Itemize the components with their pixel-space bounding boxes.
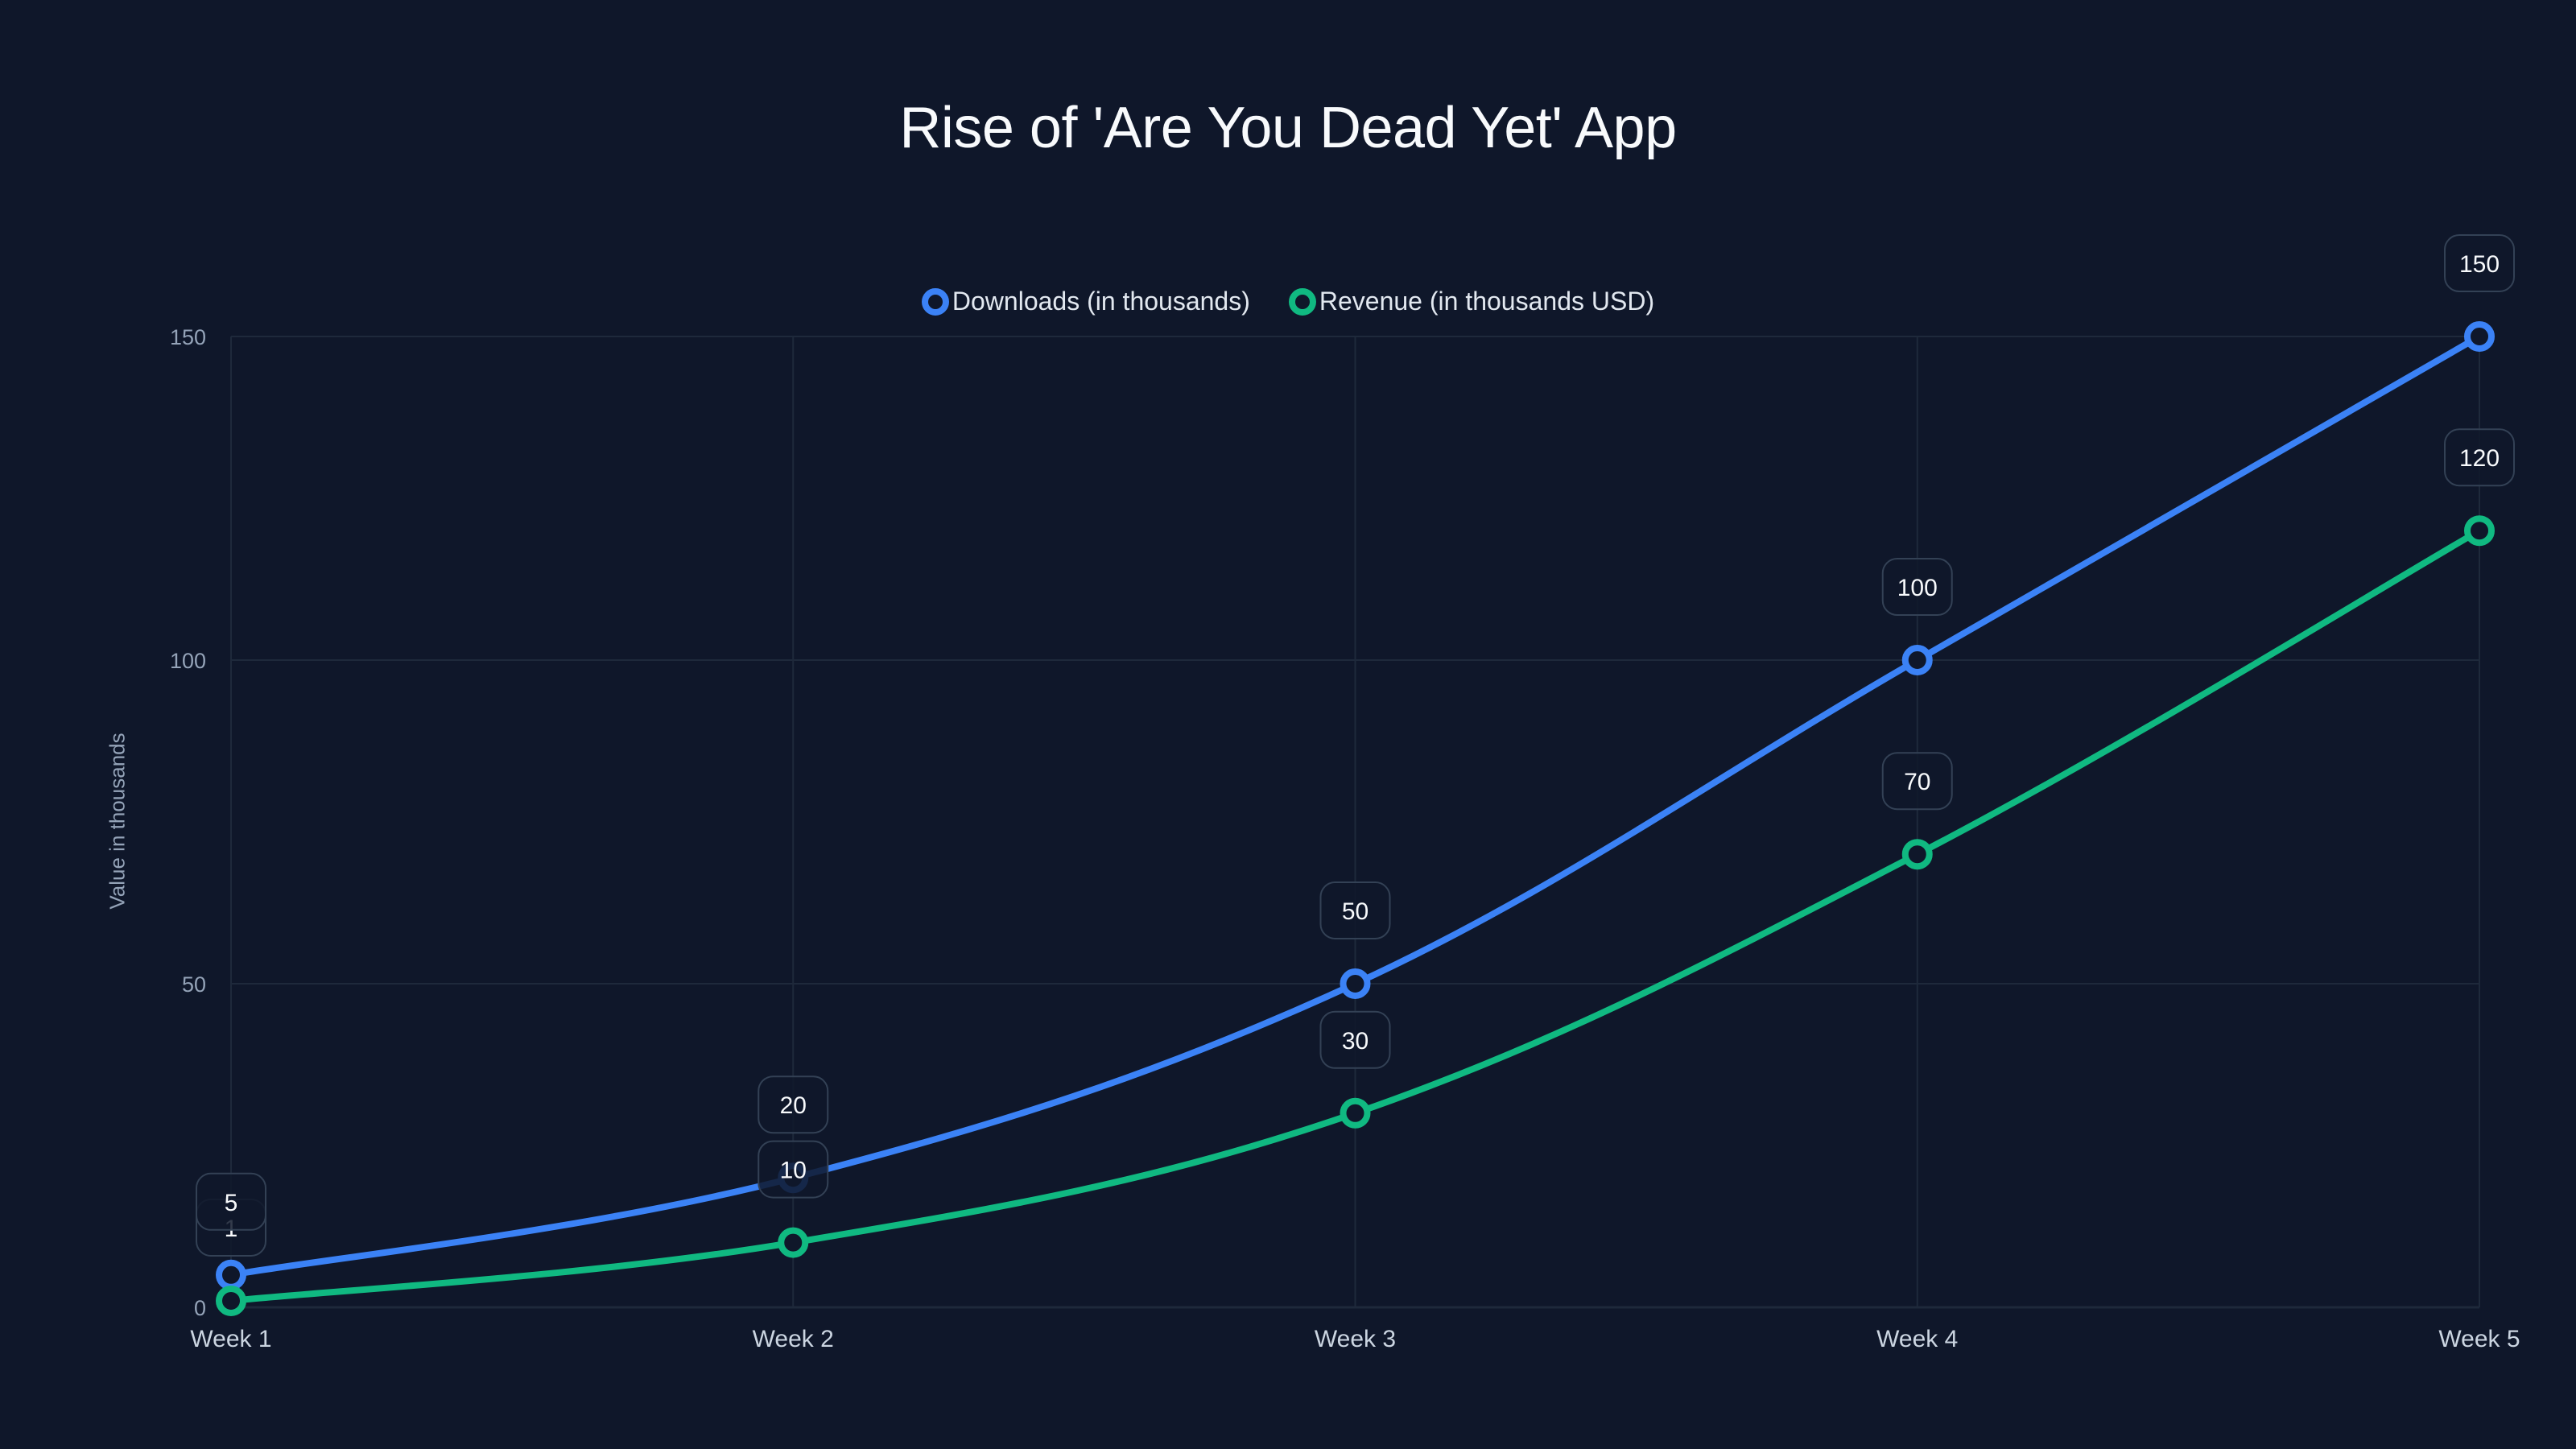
data-label: 150: [2444, 234, 2515, 292]
legend-item-downloads[interactable]: Downloads (in thousands): [921, 287, 1250, 316]
data-point-revenue: [778, 1227, 809, 1258]
data-label-text: 50: [1342, 898, 1368, 925]
y-tick-label: 50: [182, 972, 206, 997]
data-label-text: 5: [225, 1190, 238, 1216]
gridlines: [230, 336, 2480, 1309]
x-tick-label: Week 2: [753, 1326, 834, 1352]
data-label-text: 30: [1342, 1028, 1368, 1055]
data-label-text: 70: [1904, 769, 1930, 795]
y-tick-label: 150: [170, 325, 206, 349]
data-label-box: [1881, 752, 1953, 811]
legend: Downloads (in thousands) Revenue (in tho…: [0, 287, 2576, 316]
data-label: 100: [1881, 558, 1953, 616]
data-label-box: [2444, 234, 2515, 292]
series-points: [216, 321, 2495, 1316]
data-label: 10: [758, 1140, 829, 1199]
x-axis-ticks: Week 1 Week 2 Week 3 Week 4 Week 5: [190, 1326, 2520, 1352]
legend-item-revenue[interactable]: Revenue (in thousands USD): [1288, 287, 1655, 316]
y-axis-ticks: 0 50 100 150: [170, 325, 206, 1320]
data-label: 120: [2444, 428, 2515, 487]
data-label: 50: [1319, 881, 1391, 939]
data-label-text: 150: [2459, 251, 2500, 278]
x-tick-label: Week 5: [2438, 1326, 2520, 1352]
data-label-text: 10: [780, 1158, 807, 1184]
data-label: 20: [758, 1075, 829, 1134]
data-point-revenue: [2464, 515, 2495, 547]
data-point-downloads: [1340, 968, 1371, 999]
data-point-revenue: [216, 1285, 246, 1316]
data-label-box: [1881, 558, 1953, 616]
data-label-text: 100: [1897, 575, 1938, 601]
data-label: 5: [196, 1172, 266, 1231]
data-point-downloads: [1901, 645, 1933, 675]
data-label-box: [2444, 428, 2515, 487]
data-point-downloads: [216, 1259, 246, 1290]
y-tick-label: 0: [194, 1296, 206, 1320]
data-label-box: [758, 1075, 829, 1134]
data-point-revenue: [1340, 1097, 1371, 1129]
legend-marker-circle-icon: [1288, 287, 1316, 316]
data-label-text: 120: [2459, 445, 2500, 472]
data-label-box: [758, 1140, 829, 1199]
data-label-box: [1319, 881, 1391, 939]
data-label-box: [1319, 1010, 1391, 1069]
x-tick-label: Week 3: [1315, 1326, 1396, 1352]
data-labels: 110307012052050100150: [196, 234, 2515, 1257]
x-tick-label: Week 1: [190, 1326, 271, 1352]
legend-label: Downloads (in thousands): [952, 287, 1250, 316]
legend-marker-circle-icon: [921, 287, 949, 316]
legend-label: Revenue (in thousands USD): [1319, 287, 1655, 316]
x-tick-label: Week 4: [1876, 1326, 1958, 1352]
y-tick-label: 100: [170, 649, 206, 673]
data-point-downloads: [2464, 321, 2495, 352]
data-label-box: [196, 1172, 266, 1231]
data-label-text: 20: [780, 1092, 807, 1119]
data-label: 70: [1881, 752, 1953, 811]
chart-title: Rise of 'Are You Dead Yet' App: [899, 96, 1677, 160]
data-label: 30: [1319, 1010, 1391, 1069]
data-point-revenue: [1901, 839, 1933, 870]
